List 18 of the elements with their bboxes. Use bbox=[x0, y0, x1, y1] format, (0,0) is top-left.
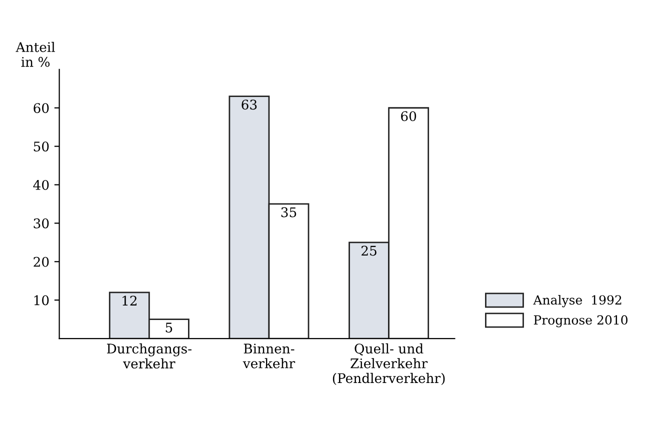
y-tick-label: 10 bbox=[34, 295, 49, 306]
data-label: 60 bbox=[401, 111, 416, 122]
data-label: 25 bbox=[362, 246, 376, 256]
legend-label: Prognose 2010 bbox=[534, 315, 628, 328]
y-tick-label: 40 bbox=[33, 180, 49, 190]
data-label: 35 bbox=[281, 207, 296, 218]
y-axis-title: Anteil in % bbox=[16, 42, 55, 67]
data-label: 63 bbox=[242, 100, 257, 110]
y-tick-label: 30 bbox=[34, 218, 49, 228]
y-tick-label: 20 bbox=[34, 256, 49, 267]
legend-label: Analyse 1992 bbox=[533, 294, 622, 308]
y-tick-label: 50 bbox=[34, 142, 49, 152]
data-label: 5 bbox=[166, 322, 172, 333]
x-tick-label: Binnen- verkehr bbox=[242, 344, 296, 368]
y-tick-label: 60 bbox=[34, 103, 49, 114]
x-tick-label: Quell- und Zielverkehr (Pendlerverkehr) bbox=[332, 343, 445, 386]
data-label: 12 bbox=[122, 296, 137, 306]
x-tick-label: Durchgangs- verkehr bbox=[107, 343, 192, 369]
